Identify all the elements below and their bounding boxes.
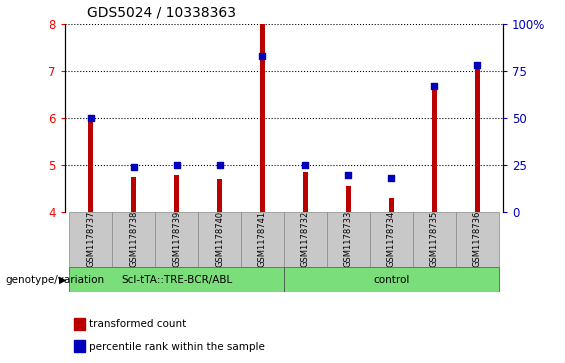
Text: Scl-tTA::TRE-BCR/ABL: Scl-tTA::TRE-BCR/ABL [121, 274, 232, 285]
Point [472, 62, 481, 68]
Text: transformed count: transformed count [89, 319, 186, 330]
Bar [88, 118, 93, 212]
Bar [198, 212, 241, 267]
Text: genotype/variation: genotype/variation [6, 275, 105, 285]
Bar [74, 318, 85, 330]
Bar [346, 187, 351, 212]
Bar [432, 90, 437, 212]
Bar [475, 68, 480, 212]
Bar [370, 212, 412, 267]
Bar [389, 198, 394, 212]
Point [429, 83, 438, 89]
Point [172, 162, 181, 168]
Text: GSM1178732: GSM1178732 [301, 211, 310, 266]
Bar [74, 340, 85, 352]
Bar [174, 175, 179, 212]
Point [344, 172, 353, 178]
Point [129, 164, 138, 170]
Point [301, 162, 310, 168]
Text: percentile rank within the sample: percentile rank within the sample [89, 342, 265, 352]
Text: GSM1178737: GSM1178737 [86, 210, 95, 267]
Bar [412, 212, 455, 267]
Bar [131, 177, 136, 212]
Text: GSM1178741: GSM1178741 [258, 211, 267, 266]
Text: GSM1178739: GSM1178739 [172, 211, 181, 266]
Point [386, 175, 396, 181]
Text: GSM1178735: GSM1178735 [429, 211, 438, 266]
Bar [284, 212, 327, 267]
Bar [284, 267, 498, 292]
Bar [69, 212, 112, 267]
Text: ▶: ▶ [59, 275, 67, 285]
Bar [260, 24, 265, 212]
Bar [241, 212, 284, 267]
Text: GSM1178738: GSM1178738 [129, 210, 138, 267]
Bar [217, 179, 222, 212]
Text: GSM1178733: GSM1178733 [344, 210, 353, 267]
Point [215, 162, 224, 168]
Point [86, 115, 95, 121]
Text: control: control [373, 274, 410, 285]
Text: GDS5024 / 10338363: GDS5024 / 10338363 [87, 6, 236, 20]
Point [258, 53, 267, 58]
Bar [69, 267, 284, 292]
Text: GSM1178736: GSM1178736 [472, 210, 481, 267]
Bar [112, 212, 155, 267]
Text: GSM1178740: GSM1178740 [215, 211, 224, 266]
Bar [455, 212, 498, 267]
Bar [303, 172, 308, 212]
Bar [327, 212, 370, 267]
Bar [155, 212, 198, 267]
Text: GSM1178734: GSM1178734 [386, 211, 396, 266]
